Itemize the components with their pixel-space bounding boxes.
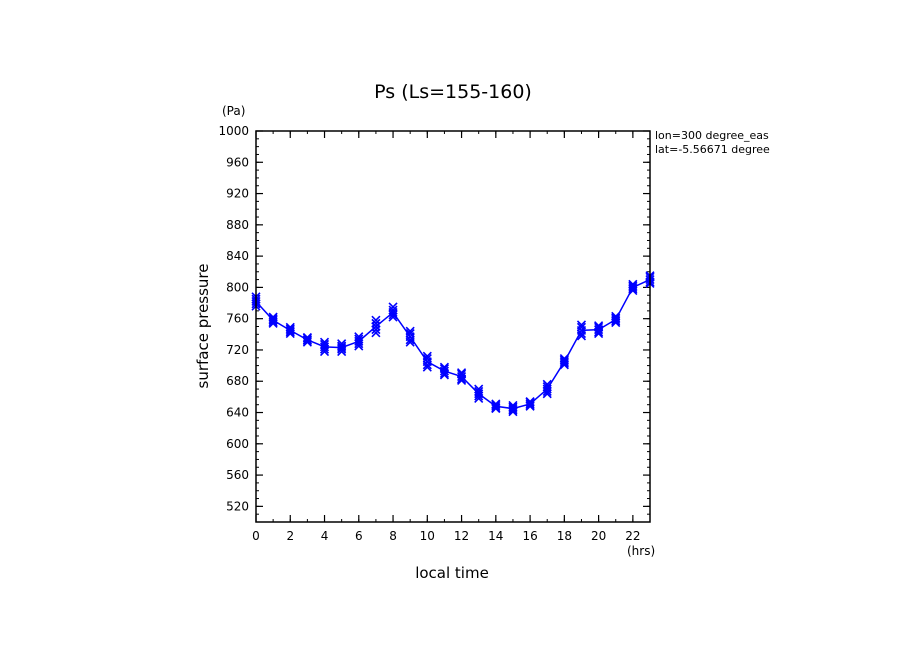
data-point-marker	[439, 366, 450, 376]
data-point-marker	[268, 314, 278, 324]
data-point-marker	[508, 404, 518, 414]
data-point-marker	[594, 322, 604, 332]
data-point-marker	[508, 400, 518, 411]
data-point-marker	[491, 401, 501, 411]
y-axis-label: surface pressure	[194, 264, 212, 389]
y-tick-label: 920	[226, 187, 249, 201]
y-unit-label: (Pa)	[222, 104, 245, 118]
data-point-marker	[611, 311, 621, 321]
data-point-marker	[337, 339, 347, 349]
data-point-marker	[491, 403, 501, 413]
x-tick-label: 4	[321, 529, 329, 543]
data-point-marker	[439, 362, 450, 372]
data-point-marker	[525, 399, 535, 409]
chart-title: Ps (Ls=155-160)	[374, 81, 532, 103]
data-point-marker	[525, 400, 535, 411]
data-point-marker	[371, 318, 381, 328]
x-axis-label: local time	[415, 564, 489, 582]
data-point-marker	[628, 282, 638, 292]
data-point-marker	[456, 368, 467, 378]
x-tick-label: 18	[557, 529, 572, 543]
x-tick-label: 22	[625, 529, 640, 543]
data-point-marker	[508, 402, 518, 412]
data-point-marker	[594, 325, 604, 335]
data-point-marker	[319, 339, 330, 350]
y-tick-label: 560	[226, 468, 249, 482]
data-point-marker	[628, 279, 638, 289]
data-point-marker	[268, 312, 278, 322]
x-tick-label: 8	[389, 529, 397, 543]
x-tick-label: 16	[522, 529, 537, 543]
y-tick-label: 680	[226, 374, 249, 388]
data-point-marker	[542, 379, 552, 389]
y-tick-label: 960	[226, 155, 249, 169]
data-point-marker	[302, 335, 312, 345]
data-point-marker	[576, 322, 587, 332]
x-tick-label: 12	[454, 529, 469, 543]
data-point-marker	[611, 314, 621, 325]
y-tick-label: 720	[226, 343, 249, 357]
data-point-marker	[285, 325, 295, 335]
data-point-marker	[405, 326, 415, 336]
data-point-marker	[268, 315, 278, 325]
y-tick-label: 520	[226, 499, 249, 513]
data-point-marker	[559, 355, 569, 365]
y-tick-label: 600	[226, 437, 249, 451]
plot-area-frame	[255, 130, 651, 523]
annotation-latitude: lat=-5.56671 degree	[655, 143, 770, 156]
data-point-marker	[542, 382, 552, 392]
data-point-marker	[337, 343, 347, 353]
data-point-marker	[422, 353, 432, 364]
x-tick-label: 10	[420, 529, 435, 543]
data-point-marker	[354, 334, 364, 344]
x-tick-label: 14	[488, 529, 503, 543]
data-point-marker	[628, 281, 638, 291]
data-point-marker	[405, 328, 415, 339]
data-point-marker	[319, 337, 330, 347]
y-tick-label: 640	[226, 406, 249, 420]
data-point-marker	[371, 315, 381, 325]
x-tick-label: 0	[252, 529, 260, 543]
data-point-marker	[354, 332, 364, 342]
data-point-marker	[285, 324, 295, 334]
data-point-marker	[439, 364, 450, 374]
data-point-marker	[611, 313, 621, 323]
annotation-longitude: lon=300 degree_eas	[655, 129, 769, 142]
data-point-marker	[337, 341, 347, 351]
data-point-marker	[594, 321, 604, 331]
x-unit-label: (hrs)	[627, 544, 655, 558]
x-tick-label: 6	[355, 529, 363, 543]
y-tick-label: 880	[226, 218, 249, 232]
x-tick-label: 20	[591, 529, 606, 543]
data-point-marker	[474, 386, 484, 396]
data-point-marker	[285, 322, 295, 332]
data-point-marker	[456, 369, 467, 379]
data-point-marker	[559, 353, 569, 364]
y-tick-label: 760	[226, 312, 249, 326]
y-tick-label: 840	[226, 249, 249, 263]
data-point-marker	[422, 351, 432, 361]
data-point-marker	[491, 399, 501, 409]
data-point-marker	[474, 384, 484, 394]
data-point-marker	[302, 332, 312, 343]
data-point-marker	[559, 357, 569, 367]
x-tick-label: 2	[286, 529, 294, 543]
y-tick-label: 800	[226, 280, 249, 294]
data-point-marker	[388, 305, 398, 315]
data-point-marker	[456, 371, 467, 382]
data-point-marker	[388, 302, 398, 312]
data-point-marker	[525, 397, 535, 407]
y-tick-label: 1000	[218, 124, 249, 138]
mean-line	[255, 278, 651, 410]
data-point-marker	[576, 320, 587, 330]
